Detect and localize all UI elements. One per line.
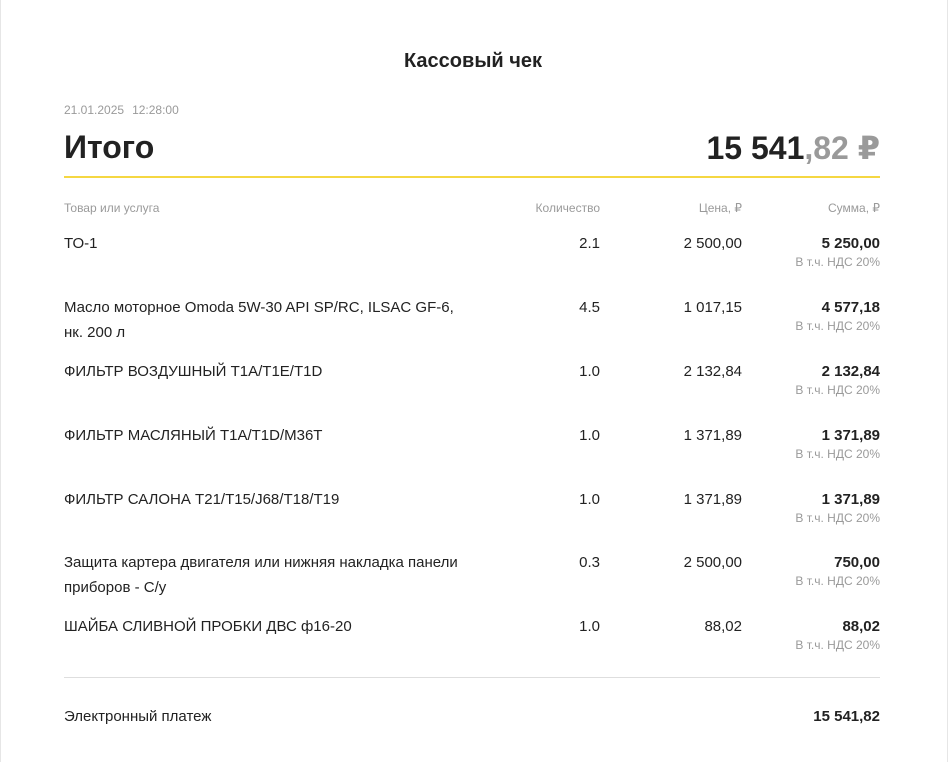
total-value: 15 541,82 ₽ (706, 129, 880, 167)
receipt-title: Кассовый чек (403, 50, 542, 72)
line-item-quantity: 4.5 (579, 299, 600, 316)
line-item-quantity: 2.1 (579, 235, 600, 252)
receipt-datetime: 21.01.2025 12:28:00 (64, 103, 179, 117)
line-item-name: ШАЙБА СЛИВНОЙ ПРОБКИ ДВС ф16-20 (64, 618, 352, 635)
line-item-quantity: 1.0 (579, 427, 600, 444)
receipt-time: 12:28:00 (132, 103, 179, 117)
line-item-price: 2 132,84 (683, 363, 742, 380)
line-item-vat: В т.ч. НДС 20% (795, 511, 880, 525)
line-item-vat: В т.ч. НДС 20% (795, 638, 880, 652)
line-item-price: 2 500,00 (683, 554, 742, 571)
line-item-price: 88,02 (704, 618, 742, 635)
line-item-vat: В т.ч. НДС 20% (795, 383, 880, 397)
line-item-price: 2 500,00 (683, 235, 742, 252)
line-item-quantity: 0.3 (579, 554, 600, 571)
payment-amount: 15 541,82 (813, 708, 880, 725)
page-edge-left (0, 0, 1, 762)
total-integer-part: 15 541 (706, 130, 805, 166)
column-header-sum: Сумма, ₽ (827, 201, 880, 215)
total-underline (64, 176, 880, 178)
line-item-price: 1 371,89 (683, 427, 742, 444)
line-item-sum: 1 371,89 (821, 491, 880, 508)
line-item-sum: 4 577,18 (821, 299, 880, 316)
line-item-quantity: 1.0 (579, 363, 600, 380)
line-item-quantity: 1.0 (579, 491, 600, 508)
line-item-name: ТО-1 (64, 235, 98, 252)
line-item-sum: 5 250,00 (821, 235, 880, 252)
line-item-name: ФИЛЬТР МАСЛЯНЫЙ T1A/T1D/M36T (64, 427, 323, 444)
line-item-price: 1 371,89 (683, 491, 742, 508)
line-item-vat: В т.ч. НДС 20% (795, 574, 880, 588)
line-item-name: ФИЛЬТР САЛОНА T21/T15/J68/T18/T19 (64, 491, 340, 508)
line-item-vat: В т.ч. НДС 20% (795, 255, 880, 269)
total-fraction-part: ,82 ₽ (804, 130, 880, 166)
line-item-price: 1 017,15 (683, 299, 742, 316)
receipt-date: 21.01.2025 (64, 103, 125, 117)
column-header-quantity: Количество (535, 201, 600, 215)
page-edge-right (947, 0, 948, 762)
total-label: Итого (64, 129, 155, 165)
line-item-sum: 750,00 (834, 554, 880, 571)
line-item-sum: 2 132,84 (821, 363, 880, 380)
line-item-sum: 1 371,89 (821, 427, 880, 444)
line-item-vat: В т.ч. НДС 20% (795, 447, 880, 461)
line-item-name: Защита картера двигателя или нижняя накл… (64, 554, 458, 596)
payment-method-label: Электронный платеж (64, 708, 212, 725)
line-item-quantity: 1.0 (579, 618, 600, 635)
items-divider (64, 677, 880, 678)
line-item-vat: В т.ч. НДС 20% (795, 319, 880, 333)
line-item-name: Масло моторное Omoda 5W-30 API SP/RC, IL… (64, 299, 454, 341)
column-header-item: Товар или услуга (64, 201, 160, 215)
line-item-name: ФИЛЬТР ВОЗДУШНЫЙ T1A/T1E/T1D (64, 363, 323, 380)
column-header-price: Цена, ₽ (698, 201, 742, 215)
line-item-sum: 88,02 (842, 618, 880, 635)
